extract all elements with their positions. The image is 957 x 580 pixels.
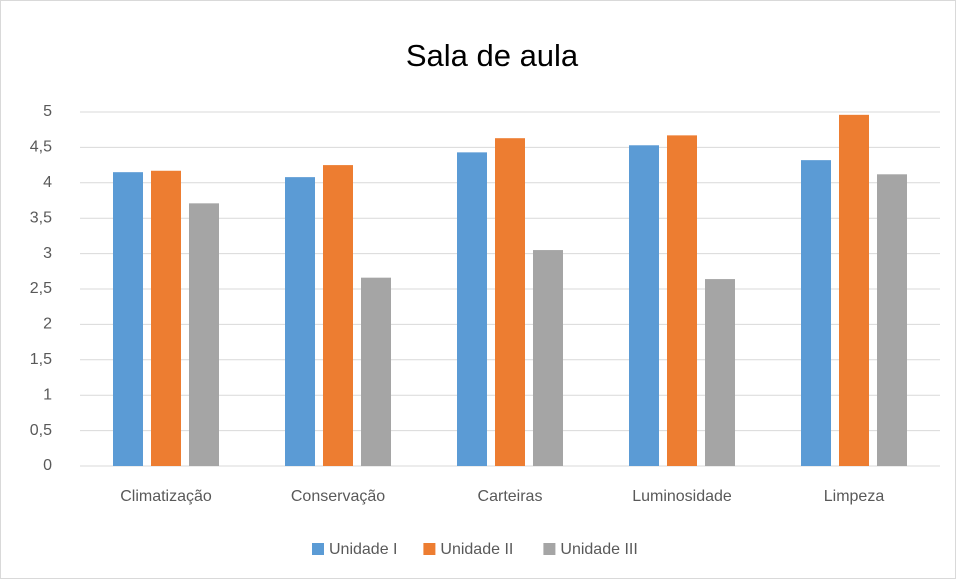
x-tick-label: Luminosidade bbox=[632, 488, 732, 505]
legend-label: Unidade II bbox=[440, 541, 513, 558]
y-tick-label: 2 bbox=[43, 316, 52, 333]
bar bbox=[151, 170, 181, 466]
y-tick-label: 3 bbox=[43, 245, 52, 262]
bar bbox=[189, 203, 219, 466]
bar bbox=[533, 250, 563, 466]
y-tick-label: 1,5 bbox=[30, 351, 52, 368]
legend-label: Unidade I bbox=[329, 541, 398, 558]
bar bbox=[705, 279, 735, 466]
bar bbox=[285, 177, 315, 467]
y-tick-label: 5 bbox=[43, 103, 52, 120]
y-tick-label: 4,5 bbox=[30, 139, 52, 156]
y-tick-label: 2,5 bbox=[30, 280, 52, 297]
y-tick-label: 4 bbox=[43, 174, 52, 191]
y-tick-label: 3,5 bbox=[30, 209, 52, 226]
legend-swatch bbox=[423, 543, 436, 555]
x-tick-label: Carteiras bbox=[478, 488, 543, 505]
y-tick-label: 0 bbox=[43, 457, 52, 474]
bar bbox=[457, 152, 487, 466]
bar bbox=[323, 165, 353, 466]
bar bbox=[495, 138, 525, 467]
x-tick-label: Conservação bbox=[291, 488, 385, 505]
bar bbox=[667, 135, 697, 466]
bar bbox=[361, 277, 391, 466]
legend-swatch bbox=[543, 543, 556, 555]
chart-title: Sala de aula bbox=[406, 38, 579, 73]
y-tick-label: 1 bbox=[43, 386, 52, 403]
x-tick-label: Limpeza bbox=[824, 488, 885, 505]
bar bbox=[113, 172, 143, 466]
bar bbox=[801, 160, 831, 467]
x-tick-label: Climatização bbox=[120, 488, 212, 505]
bar bbox=[839, 114, 869, 466]
bar bbox=[629, 145, 659, 466]
legend-swatch bbox=[312, 543, 324, 555]
bar bbox=[877, 174, 907, 466]
legend-label: Unidade III bbox=[560, 541, 637, 558]
y-tick-label: 0,5 bbox=[30, 422, 52, 439]
